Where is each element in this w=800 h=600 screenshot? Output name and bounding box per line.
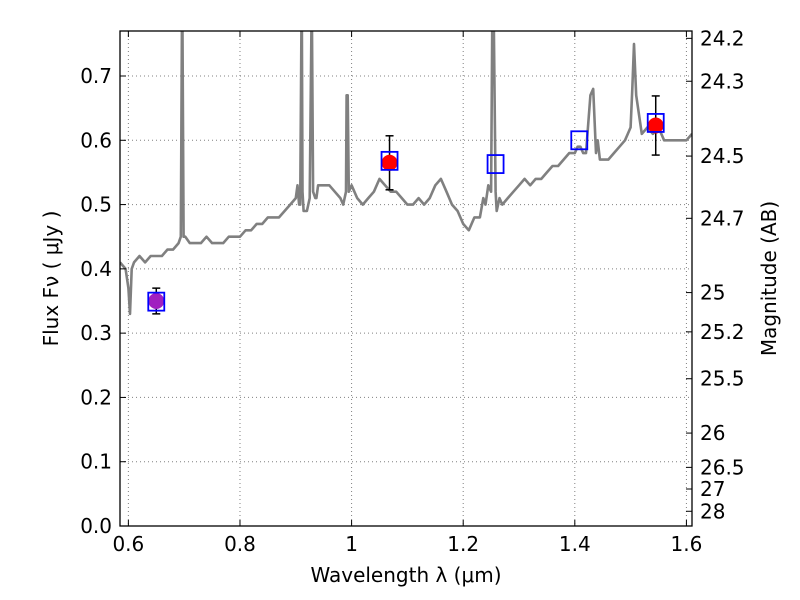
y-tick-label: 0.3 [80,321,112,345]
x-tick-label: 1 [345,532,358,556]
y2-tick-label: 26.5 [700,455,745,479]
y2-tick-label: 28 [700,499,725,523]
y2-axis-label: Magnitude (AB) [757,201,781,356]
data-marks [147,95,665,315]
grid [120,31,692,527]
model-point [570,130,589,151]
y-tick-label: 0.4 [80,257,112,281]
model-point [486,154,505,174]
model-point [380,150,399,171]
x-tick-label: 0.6 [112,532,144,556]
y-tick-label: 0.0 [80,514,112,538]
y2-tick-label: 27 [700,477,725,501]
observed-point [647,117,664,134]
x-tick-label: 1.4 [559,532,591,556]
y-tick-label: 0.5 [80,193,112,217]
y2-tick-label: 24.5 [700,144,745,168]
y-axis-label: Flux Fν ( μJy ) [39,211,63,347]
y2-tick-label: 24.7 [700,206,745,230]
y-tick-label: 0.7 [80,64,112,88]
y2-tick-label: 24.2 [700,26,745,50]
x-tick-label: 1.2 [447,532,479,556]
model-point [147,291,166,312]
y2-tick-label: 25 [700,281,725,305]
y2-tick-label: 25.5 [700,367,745,391]
observed-point [148,293,165,309]
y-tick-label: 0.2 [80,385,112,409]
spectrum-line [120,31,692,316]
x-axis-label: Wavelength λ (μm) [310,563,501,587]
y2-tick-label: 25.2 [700,320,745,344]
ticks: 0.6 0.8 1 1.2 1.4 1.6 0.0 0.1 0.2 0.3 0.4 0.5 0.6 0.7… [80,26,744,556]
y-tick-label: 0.1 [80,450,112,474]
y2-tick-label: 26 [700,421,725,445]
plot-frame [119,30,693,527]
x-tick-label: 0.8 [224,532,256,556]
y-tick-label: 0.6 [80,128,112,152]
model-point [646,113,665,133]
x-tick-label: 1.6 [671,532,703,556]
y2-tick-label: 24.3 [700,69,745,93]
observed-point [381,154,398,171]
